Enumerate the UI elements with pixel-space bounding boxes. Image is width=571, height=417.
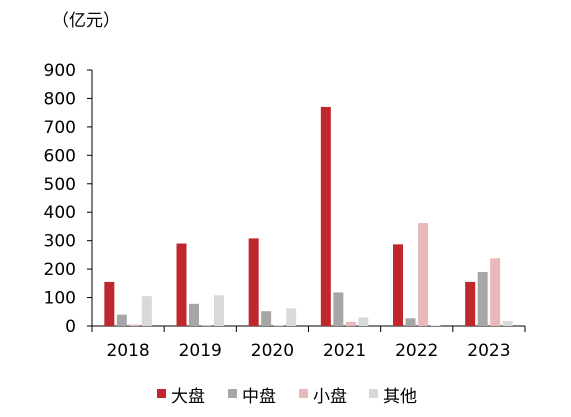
legend: 大盘 中盘 小盘 其他: [157, 387, 417, 407]
x-tick-label: 2023: [467, 341, 510, 361]
bar-2022-大盘: [393, 244, 403, 326]
bar-2020-其他: [286, 308, 297, 326]
legend-label-小盘: 小盘: [313, 387, 347, 407]
bar-2022-小盘: [418, 223, 428, 326]
bar-2021-小盘: [345, 321, 356, 326]
y-tick-label: 400: [44, 203, 76, 223]
y-tick-label: 900: [44, 61, 76, 81]
y-tick-label: 800: [44, 89, 76, 109]
bar-2018-其他: [141, 296, 152, 326]
bar-2020-中盘: [261, 311, 272, 326]
y-tick-label: 0: [65, 317, 76, 337]
bar-2023-小盘: [490, 258, 501, 326]
bar-2022-其他: [430, 325, 441, 326]
legend-swatch-其他: [369, 389, 378, 398]
bar-2019-其他: [214, 295, 224, 326]
bar-2018-中盘: [116, 314, 127, 326]
bar-2018-大盘: [104, 281, 115, 326]
bar-2020-小盘: [273, 325, 284, 326]
y-tick-label: 700: [44, 118, 76, 138]
legend-label-大盘: 大盘: [171, 387, 205, 407]
axes: 0 100 200 300 400 500 600 700 800 900 2018 2019 2020…: [44, 61, 526, 361]
bar-2023-大盘: [465, 281, 476, 326]
bar-2023-其他: [502, 320, 513, 326]
legend-label-中盘: 中盘: [242, 387, 276, 407]
bar-2019-大盘: [176, 243, 187, 326]
y-tick-label: 500: [44, 175, 76, 195]
legend-swatch-大盘: [157, 389, 166, 398]
y-axis-unit-label: （亿元）: [52, 11, 120, 31]
x-tick-label: 2018: [106, 341, 149, 361]
bar-2023-中盘: [477, 271, 488, 326]
bar-2018-小盘: [129, 324, 140, 326]
legend-label-其他: 其他: [383, 387, 417, 407]
legend-swatch-小盘: [299, 389, 308, 398]
x-tick-label: 2019: [179, 341, 222, 361]
x-tick-label: 2022: [395, 341, 438, 361]
bar-2019-中盘: [189, 303, 199, 326]
bar-2022-中盘: [405, 318, 416, 326]
bar-2021-其他: [358, 317, 369, 326]
y-tick-label: 100: [44, 289, 76, 309]
bar-2021-大盘: [320, 106, 331, 326]
y-tick-label: 300: [44, 232, 76, 252]
y-tick-label: 600: [44, 146, 76, 166]
x-tick-label: 2021: [323, 341, 366, 361]
x-tick-label: 2020: [251, 341, 294, 361]
bars-group: [104, 106, 513, 326]
bar-2019-小盘: [201, 325, 212, 326]
legend-swatch-中盘: [228, 389, 237, 398]
bar-2021-中盘: [333, 292, 344, 326]
bar-2020-大盘: [248, 238, 259, 326]
y-tick-label: 200: [44, 260, 76, 280]
